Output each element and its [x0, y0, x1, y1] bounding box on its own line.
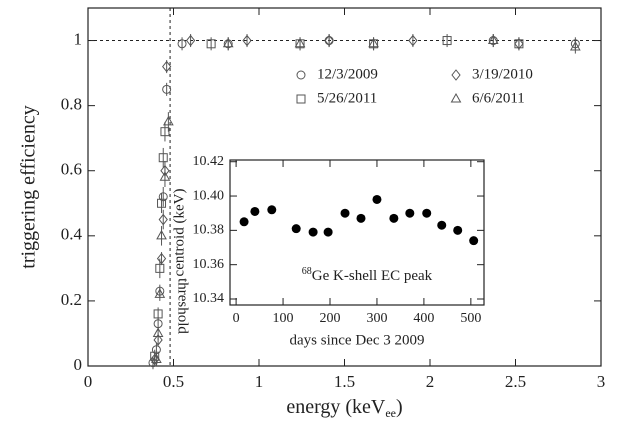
marker [250, 206, 260, 216]
y-tick-label: 0.2 [61, 290, 82, 309]
marker [185, 34, 196, 47]
marker [162, 84, 172, 94]
marker [389, 213, 399, 223]
marker [453, 225, 463, 235]
y-tick-label: 10.42 [193, 154, 225, 169]
marker [177, 39, 187, 49]
y-tick-label: 10.34 [193, 291, 225, 306]
marker [372, 194, 382, 204]
marker [155, 263, 165, 273]
legend-marker [296, 70, 306, 80]
marker [323, 227, 333, 237]
y-tick-label: 10.36 [193, 257, 225, 272]
y-tick-label: 0.6 [61, 160, 82, 179]
marker [153, 334, 163, 346]
x-axis-label: energy (keVee) [286, 396, 402, 420]
legend-marker [451, 69, 461, 81]
marker [405, 208, 415, 218]
x-tick-label: 300 [366, 311, 387, 326]
marker [160, 127, 170, 137]
annotation: 68Ge K-shell EC peak [302, 266, 433, 284]
marker [340, 208, 350, 218]
plot-area [229, 159, 485, 306]
x-tick-label: 0 [233, 311, 240, 326]
y-tick-label: 0.8 [61, 95, 82, 114]
marker [294, 37, 306, 48]
marker [291, 224, 301, 234]
marker [267, 205, 277, 215]
marker [150, 353, 160, 366]
marker [239, 217, 249, 227]
x-tick-label: 500 [460, 311, 481, 326]
x-tick-label: 1.5 [334, 372, 355, 391]
x-tick-label: 100 [273, 311, 294, 326]
marker [324, 34, 334, 47]
y-axis-label: centroid (keV) [171, 189, 187, 277]
marker [154, 288, 166, 298]
marker [151, 353, 162, 363]
x-tick-label: 200 [320, 311, 341, 326]
y-axis-label: triggering efficiency [18, 105, 40, 268]
marker [158, 192, 168, 202]
y-tick-label: 10.38 [193, 223, 225, 238]
y-tick-label: 10.40 [193, 188, 225, 203]
x-axis-label-suffix: ) [396, 396, 403, 418]
marker [153, 309, 163, 319]
x-axis-label: days since Dec 3 2009 [290, 332, 425, 348]
legend-label: 3/19/2010 [472, 66, 533, 82]
x-tick-label: 1 [255, 372, 264, 391]
legend-label: 5/26/2011 [317, 90, 377, 106]
y-tick-label: 0 [74, 355, 83, 374]
marker [163, 115, 174, 126]
annotation-text: Ge K-shell EC peak [312, 268, 433, 284]
marker [222, 37, 234, 48]
marker [156, 252, 167, 265]
marker [242, 34, 252, 47]
marker [206, 39, 216, 49]
marker [162, 60, 172, 73]
x-axis-label-text: energy (keV [286, 396, 386, 418]
marker [368, 37, 379, 48]
legend-label: 6/6/2011 [472, 90, 525, 106]
marker [159, 171, 171, 181]
legend-marker [296, 94, 306, 104]
y-tick-label: 0.4 [61, 225, 83, 244]
legend-label: 12/3/2009 [317, 66, 378, 82]
threshold-label: threshold [175, 278, 191, 334]
x-tick-label: 0 [84, 372, 93, 391]
marker [437, 220, 447, 230]
x-tick-label: 2.5 [505, 372, 526, 391]
marker [152, 327, 164, 337]
marker [156, 229, 167, 240]
x-tick-label: 2 [426, 372, 435, 391]
marker [487, 34, 499, 45]
marker [442, 36, 452, 46]
x-tick-label: 400 [413, 311, 434, 326]
marker [514, 39, 524, 49]
annotation-sup: 68 [302, 266, 312, 277]
y-tick-label: 1 [74, 29, 83, 48]
marker [157, 198, 167, 208]
x-tick-label: 3 [597, 372, 606, 391]
marker [422, 208, 432, 218]
marker [469, 236, 479, 246]
legend-marker [450, 92, 462, 103]
marker [308, 227, 318, 237]
marker [408, 34, 418, 47]
x-axis-label-sub: ee [385, 406, 396, 420]
marker [569, 41, 581, 51]
x-tick-label: 0.5 [163, 372, 184, 391]
marker [158, 153, 168, 163]
marker [150, 351, 160, 361]
marker [158, 213, 168, 226]
marker [356, 213, 366, 223]
